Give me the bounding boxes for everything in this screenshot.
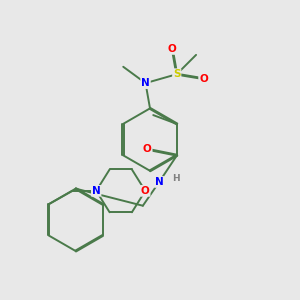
Text: S: S: [173, 69, 181, 79]
Text: H: H: [172, 175, 179, 184]
Text: O: O: [168, 44, 177, 54]
Text: N: N: [92, 186, 100, 196]
Text: O: O: [199, 74, 208, 84]
Text: O: O: [141, 186, 150, 196]
Text: N: N: [141, 78, 150, 88]
Text: N: N: [155, 177, 164, 187]
Text: O: O: [143, 144, 152, 154]
